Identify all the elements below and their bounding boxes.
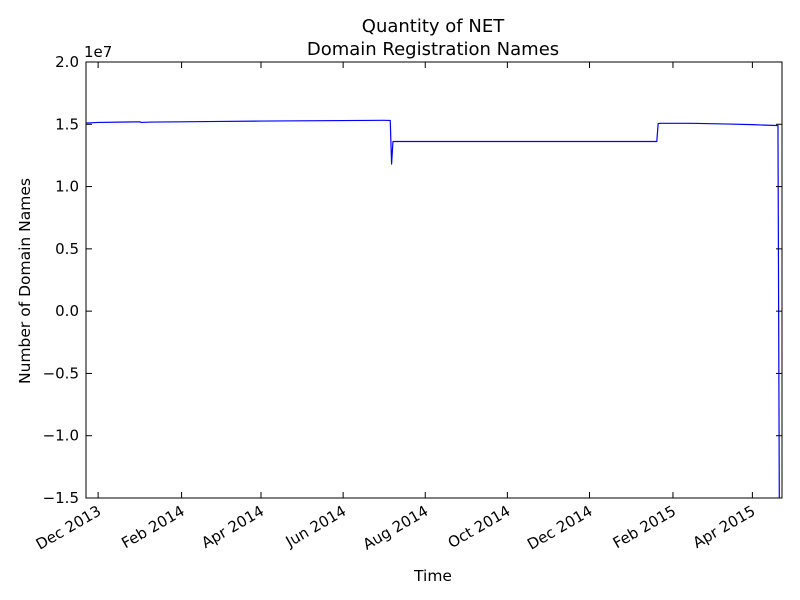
x-axis-label: Time: [413, 567, 452, 585]
y-axis: −1.5 −1.0 −0.5 0.0 0.5 1.0 1.5 2.0: [43, 53, 782, 507]
y-tick-label: 2.0: [55, 53, 79, 71]
plot-frame: [85, 61, 783, 499]
y-tick-label: 1.0: [55, 178, 79, 196]
y-tick-label: 0.5: [55, 240, 79, 258]
series-line-0: [85, 119, 780, 499]
y-axis-label: Number of Domain Names: [16, 178, 34, 384]
y-tick-label: −0.5: [43, 364, 79, 382]
y-tick-label: −1.0: [43, 427, 79, 445]
y-tick-label: 0.0: [55, 302, 79, 320]
plot-area: [85, 119, 780, 499]
y-tick-label: −1.5: [43, 489, 79, 507]
y-axis-offset-label: 1e7: [84, 43, 112, 61]
y-tick-label: 1.5: [55, 115, 79, 133]
chart-title-line-1: Quantity of NET: [362, 16, 505, 37]
chart-title-line-2: Domain Registration Names: [307, 39, 559, 60]
